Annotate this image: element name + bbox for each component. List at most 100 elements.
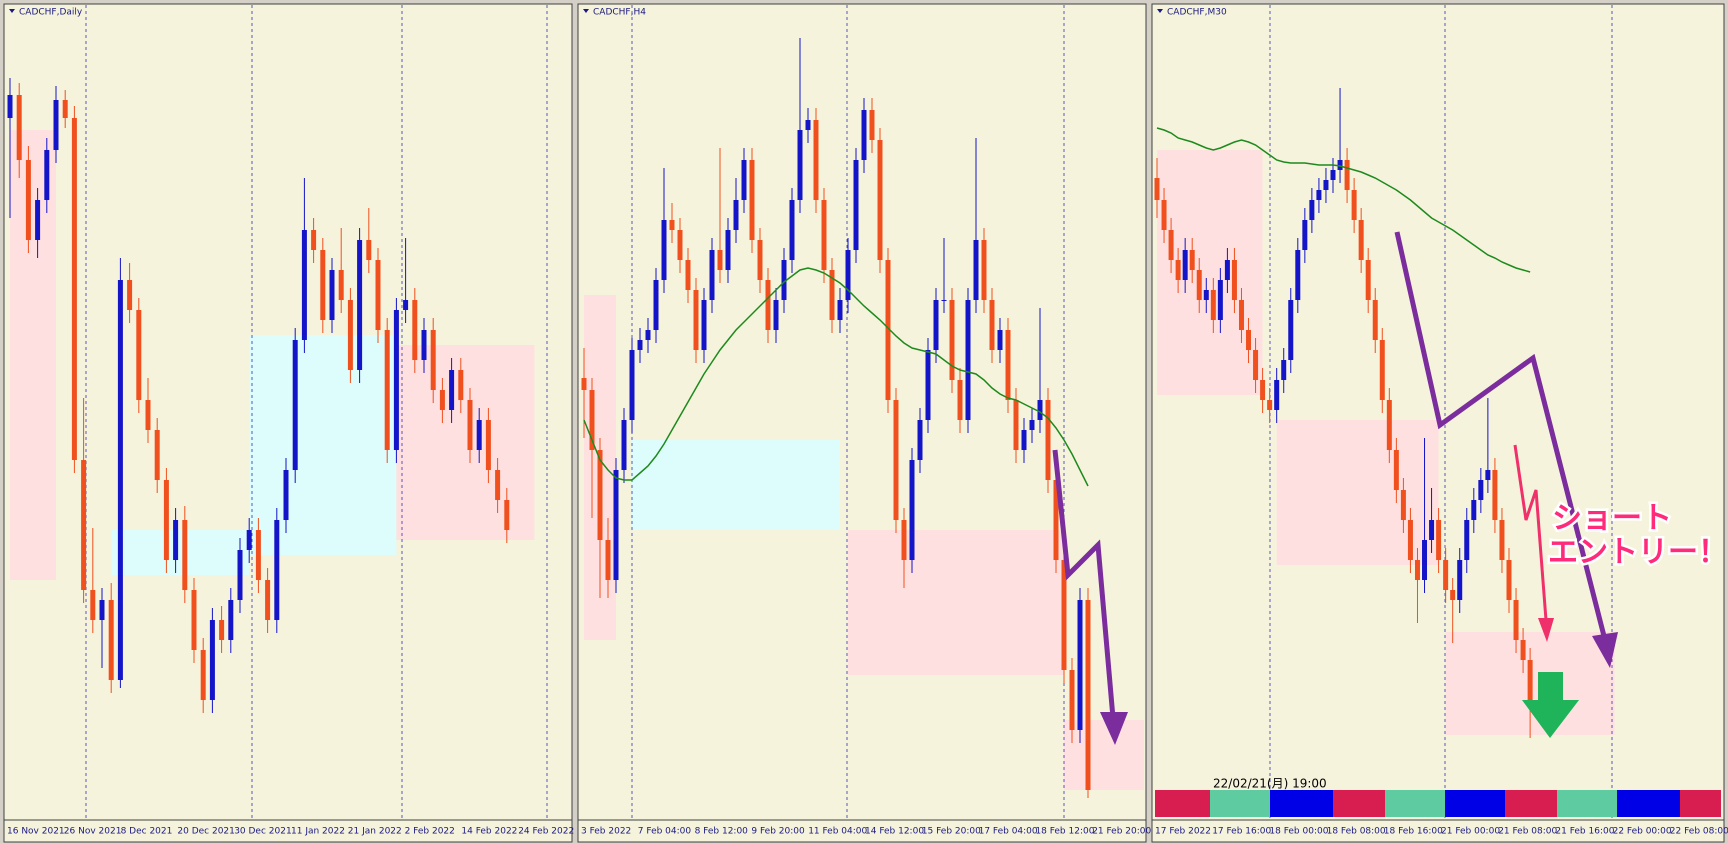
x-tick-label: 21 Feb 00:00: [1441, 827, 1500, 837]
layers: CADCHF,Daily 16 Nov 2021 26 Nov 2021 8 Dec …: [3, 3, 1728, 843]
session-strip: [1557, 790, 1617, 817]
candle-body: [1217, 280, 1223, 320]
candle-body: [645, 330, 651, 340]
candle-body: [685, 260, 691, 290]
arrow-head: [1100, 712, 1128, 745]
x-tick-label: 8 Dec 2021: [121, 827, 173, 837]
candle-body: [1337, 160, 1343, 170]
candle-body: [495, 470, 501, 500]
candle-body: [613, 470, 619, 580]
x-tick-label: 18 Feb 00:00: [1269, 827, 1328, 837]
candle-body: [1029, 420, 1035, 430]
candle-body: [965, 300, 971, 420]
candle-body: [163, 480, 169, 560]
candle-body: [1323, 180, 1329, 190]
candle-body: [1471, 500, 1477, 520]
candle-body: [653, 280, 659, 330]
candle-body: [893, 400, 899, 520]
zone: [1157, 150, 1263, 395]
candle-body: [246, 530, 252, 550]
candle-body: [439, 390, 445, 410]
annotation: ショート: [1552, 501, 1672, 536]
x-tick-label: 18 Feb 16:00: [1384, 827, 1443, 837]
candle-body: [709, 250, 715, 300]
candle-body: [1414, 560, 1420, 580]
session-strip: [1505, 790, 1557, 817]
candle-body: [62, 100, 68, 118]
candle-body: [853, 160, 859, 250]
candle-body: [789, 200, 795, 260]
candle-body: [219, 620, 225, 640]
candle-body: [813, 120, 819, 200]
candle-body: [1485, 470, 1491, 480]
candle-body: [1492, 470, 1498, 520]
candle-body: [1037, 400, 1043, 420]
session-strip: [1617, 790, 1680, 817]
candle-body: [200, 650, 206, 700]
entry-arrow-shaft: [1538, 672, 1563, 702]
x-tick-label: 7 Feb 04:00: [638, 827, 692, 837]
zone: [848, 530, 1064, 675]
candle-body: [1168, 230, 1174, 260]
candle-body: [917, 420, 923, 460]
candle-body: [1295, 250, 1301, 300]
candle-body: [1253, 350, 1259, 380]
x-tick-label: 3 Feb 2022: [581, 827, 631, 837]
candle-body: [1351, 190, 1357, 220]
candle-body: [81, 460, 87, 590]
candle-body: [1330, 170, 1336, 180]
candle-body: [504, 500, 510, 530]
candle-body: [733, 200, 739, 230]
candle-body: [449, 370, 455, 410]
candle-body: [669, 220, 675, 230]
candle-body: [661, 220, 667, 280]
candle-body: [829, 270, 835, 320]
candle-body: [1372, 300, 1378, 340]
candle-body: [981, 240, 987, 300]
session-strip: [1445, 790, 1505, 817]
candle-body: [145, 400, 151, 430]
timestamp: 22/02/21(月) 19:00: [1213, 777, 1327, 791]
candle-body: [136, 310, 142, 400]
moving-average: [583, 267, 1089, 487]
candle-body: [44, 150, 50, 200]
title-arrow: [9, 9, 15, 13]
x-tick-label: 14 Feb 2022: [461, 827, 517, 837]
x-tick-label: 20 Dec 2021: [177, 827, 235, 837]
candle-body: [589, 390, 595, 450]
candle-body: [1499, 520, 1505, 560]
candle-body: [1077, 600, 1083, 730]
candle-body: [1196, 270, 1202, 300]
x-tick-label: 21 Feb 08:00: [1498, 827, 1557, 837]
candle-body: [1400, 490, 1406, 520]
candle-body: [283, 470, 289, 520]
candle-body: [366, 240, 372, 260]
candle-body: [797, 130, 803, 200]
x-tick-label: 17 Feb 04:00: [979, 827, 1038, 837]
candle-body: [1274, 380, 1280, 410]
candle-body: [127, 280, 133, 310]
session-strip: [1680, 790, 1721, 817]
candle-body: [701, 300, 707, 350]
candle-body: [467, 400, 473, 450]
x-tick-label: 18 Feb 12:00: [1035, 827, 1094, 837]
candle-body: [877, 140, 883, 260]
candle-body: [357, 240, 363, 370]
candle-body: [384, 330, 390, 450]
zone: [249, 335, 397, 555]
candle-body: [71, 118, 77, 460]
candle-body: [182, 520, 188, 590]
candle-body: [1464, 520, 1470, 560]
candle-body: [629, 350, 635, 420]
candle-body: [412, 300, 418, 360]
candle-body: [403, 300, 409, 310]
candle-body: [1358, 220, 1364, 260]
candle-body: [1506, 560, 1512, 600]
arrow-head: [1538, 618, 1554, 642]
candle-body: [837, 300, 843, 320]
candle-body: [1450, 590, 1456, 600]
candle-body: [25, 160, 31, 240]
candle-body: [989, 300, 995, 350]
